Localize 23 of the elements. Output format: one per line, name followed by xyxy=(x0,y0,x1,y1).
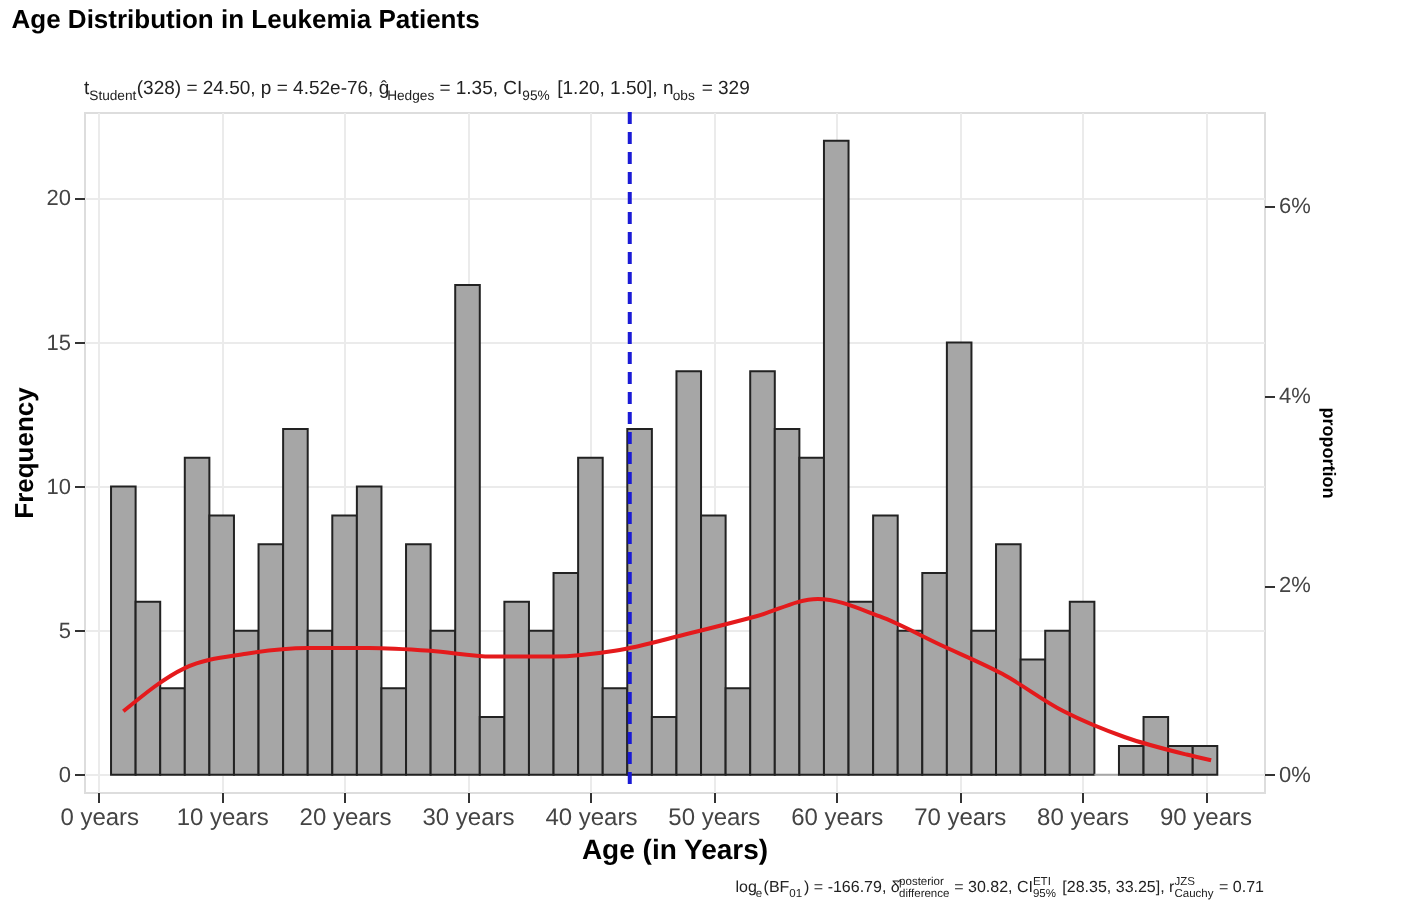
x-tick-label: 50 years xyxy=(668,803,761,831)
x-tick-label: 20 years xyxy=(299,803,392,831)
x-tick-label: 60 years xyxy=(791,803,884,831)
y-tick-label: 15 xyxy=(46,331,71,356)
y-tick-label: 10 xyxy=(46,475,71,500)
y2-tick-label: 4% xyxy=(1279,384,1312,409)
x-tick-label: 30 years xyxy=(422,803,515,831)
x-tick-label: 70 years xyxy=(914,803,1007,831)
y2-tick-label: 6% xyxy=(1279,194,1312,219)
y2-axis-title: proportion xyxy=(1318,407,1339,499)
y2-tick-label: 0% xyxy=(1279,763,1312,788)
x-tick-label: 0 years xyxy=(60,803,140,831)
y-tick-label: 0 xyxy=(58,763,71,788)
x-tick-label: 10 years xyxy=(176,803,269,831)
y-tick-label: 20 xyxy=(46,187,71,212)
y-tick-label: 5 xyxy=(58,619,71,644)
y-axis-title: Frequency xyxy=(8,385,39,519)
x-tick-label: 90 years xyxy=(1159,803,1253,831)
x-axis-title: Age (in Years) xyxy=(581,833,769,865)
x-tick-label: 40 years xyxy=(545,803,638,831)
chart-title: Age Distribution in Leukemia Patients xyxy=(11,4,480,34)
y2-tick-label: 2% xyxy=(1279,574,1312,599)
x-tick-label: 80 years xyxy=(1037,803,1130,831)
